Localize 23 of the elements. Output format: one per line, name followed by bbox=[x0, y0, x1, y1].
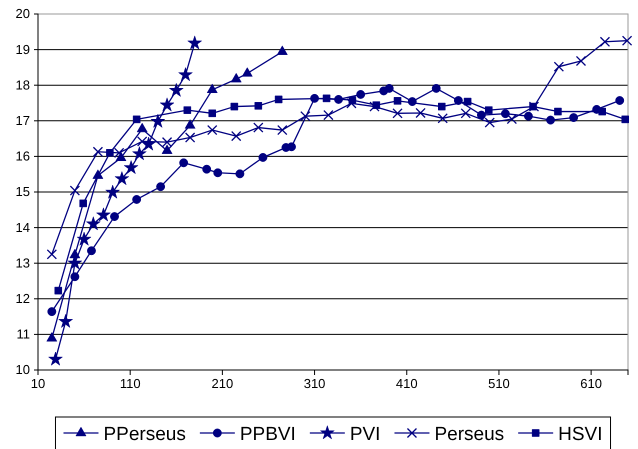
x-tick-label: 10 bbox=[30, 376, 46, 392]
y-tick-label: 16 bbox=[16, 148, 30, 164]
y-tick-label: 19 bbox=[16, 42, 30, 57]
y-tick-label: 13 bbox=[16, 255, 30, 270]
x-tick-label: 310 bbox=[304, 376, 326, 392]
y-tick-label: 12 bbox=[16, 290, 30, 306]
y-tick-label: 17 bbox=[16, 112, 30, 128]
x-tick-label: 610 bbox=[580, 376, 602, 392]
legend-label: HSVI bbox=[558, 424, 603, 445]
x-tick-label: 510 bbox=[488, 376, 510, 392]
legend-label: PPerseus bbox=[103, 424, 186, 445]
y-tick-label: 10 bbox=[16, 362, 30, 378]
x-tick-label: 110 bbox=[120, 376, 141, 392]
y-tick-label: 14 bbox=[16, 220, 30, 235]
y-tick-label: 11 bbox=[16, 326, 30, 342]
legend-label: PPBVI bbox=[240, 424, 296, 445]
x-tick-label: 410 bbox=[396, 376, 418, 392]
legend-label: Perseus bbox=[434, 424, 504, 445]
x-tick-label: 210 bbox=[212, 376, 234, 392]
legend-label: PVI bbox=[350, 424, 380, 445]
y-tick-label: 20 bbox=[16, 6, 30, 22]
y-tick-label: 15 bbox=[16, 184, 30, 200]
y-tick-label: 18 bbox=[16, 77, 30, 92]
